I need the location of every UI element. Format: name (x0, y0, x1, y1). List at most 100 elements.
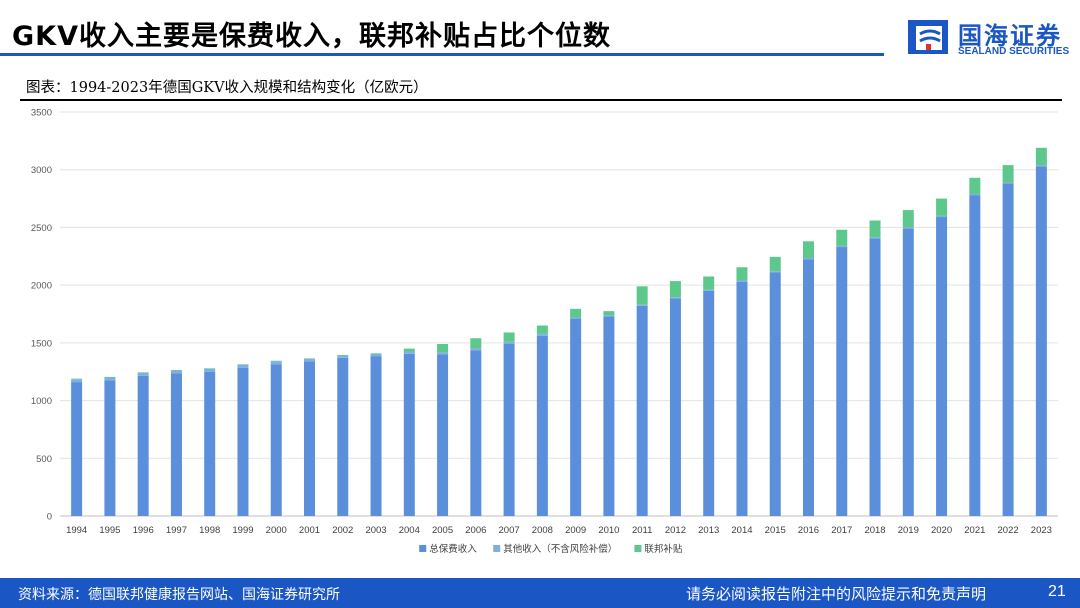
bar-segment-federal (803, 241, 814, 259)
x-tick-label: 1998 (199, 525, 220, 536)
bar-segment-premium (936, 217, 948, 516)
bar-segment-premium (204, 371, 216, 516)
x-tick-label: 2001 (299, 525, 320, 536)
bar-segment-federal (71, 378, 83, 380)
x-tick-label: 2010 (598, 525, 619, 536)
bar-segment-premium (137, 375, 149, 516)
bar-segment-premium (969, 195, 981, 516)
bar-segment-federal (869, 220, 881, 238)
bar-segment-other (669, 297, 681, 299)
bar-segment-other (836, 245, 848, 248)
x-tick-label: 2014 (731, 525, 752, 536)
bar-segment-federal (370, 353, 382, 354)
legend-swatch (493, 545, 501, 552)
bar-segment-federal (1002, 165, 1014, 183)
x-tick-label: 1995 (99, 525, 120, 536)
x-tick-label: 2017 (831, 525, 852, 536)
bar-segment-other (304, 359, 315, 362)
x-tick-label: 1997 (166, 525, 187, 536)
bar-segment-federal (902, 210, 914, 228)
legend-swatch (634, 545, 642, 552)
x-tick-label: 2015 (765, 525, 786, 536)
bar-segment-federal (1035, 147, 1047, 166)
page-title: GKV收入主要是保费收入，联邦补贴占比个位数 (12, 21, 611, 52)
bar-segment-other (969, 193, 981, 196)
bar-segment-other (370, 353, 382, 357)
x-tick-label: 2018 (864, 525, 885, 536)
x-tick-label: 2009 (565, 525, 586, 536)
bar-segment-premium (237, 367, 249, 516)
x-tick-label: 2013 (698, 525, 719, 536)
bar-segment-other (936, 215, 948, 218)
bar-segment-premium (1002, 183, 1014, 516)
x-tick-label: 2020 (931, 525, 952, 536)
bar-segment-other (703, 289, 715, 291)
bar-segment-federal (170, 369, 182, 371)
footer-disclaimer: 请务必阅读报告附注中的风险提示和免责声明 (686, 585, 987, 603)
bar-segment-federal (337, 354, 349, 356)
bar-segment-federal (736, 267, 748, 281)
bar-segment-other (270, 361, 282, 365)
bar-segment-federal (703, 276, 715, 290)
bar-segment-premium (869, 238, 881, 516)
x-tick-label: 2011 (632, 525, 652, 536)
bar-segment-premium (337, 357, 349, 516)
bar-segment-premium (836, 247, 848, 516)
bar-segment-other (503, 341, 515, 345)
bar-segment-federal (570, 308, 582, 318)
x-tick-label: 1996 (133, 525, 154, 536)
bar-segment-federal (270, 360, 282, 362)
bar-segment-other (403, 351, 415, 354)
x-tick-label: 2003 (365, 525, 386, 536)
bar-segment-other (470, 348, 482, 351)
bar-segment-federal (470, 338, 482, 349)
bar-segment-federal (969, 177, 981, 194)
bar-segment-premium (503, 344, 515, 516)
bar-segment-federal (204, 368, 216, 369)
x-tick-label: 2006 (465, 525, 486, 536)
brand-name: 国海证券 (958, 22, 1062, 50)
bar-segment-federal (304, 358, 315, 360)
bar-segment-federal (403, 348, 415, 352)
bar-segment-federal (237, 364, 249, 365)
bar-segment-premium (304, 361, 315, 516)
bar-segment-other (769, 271, 781, 273)
footer-bar (0, 578, 1080, 608)
figure-caption: 图表：1994-2023年德国GKV收入规模和结构变化（亿欧元） (26, 80, 428, 96)
bar-segment-other (603, 315, 615, 317)
bar-segment-premium (470, 350, 482, 516)
y-tick-label: 2000 (31, 281, 52, 292)
bar-segment-other (869, 237, 881, 239)
x-tick-label: 2021 (964, 525, 985, 536)
x-tick-label: 2012 (665, 525, 686, 536)
bar-segment-premium (536, 335, 548, 516)
bar-segment-premium (104, 380, 116, 516)
bar-segment-other (570, 317, 582, 319)
legend-label: 总保费收入 (429, 543, 477, 555)
bar-segment-premium (437, 354, 449, 516)
y-tick-label: 3500 (31, 108, 52, 119)
bar-segment-premium (570, 318, 582, 516)
bar-segment-federal (769, 256, 781, 272)
bar-segment-premium (403, 353, 415, 516)
bar-segment-other (736, 280, 748, 282)
y-tick-label: 1000 (31, 396, 52, 407)
bar-segment-premium (170, 373, 182, 516)
x-tick-label: 2016 (798, 525, 819, 536)
bar-segment-other (1035, 165, 1047, 167)
bar-segment-premium (636, 305, 648, 516)
legend-label: 联邦补贴 (644, 543, 683, 555)
y-tick-label: 3000 (31, 165, 52, 176)
bar-segment-other (902, 227, 914, 229)
bar-segment-other (536, 333, 548, 336)
bar-segment-federal (437, 344, 449, 353)
bar-segment-premium (669, 298, 681, 516)
x-tick-label: 2000 (266, 525, 287, 536)
bar-segment-federal (137, 372, 149, 373)
bar-segment-other (636, 304, 648, 306)
bar-segment-other (803, 258, 814, 260)
y-tick-label: 2500 (31, 223, 52, 234)
bar-segment-federal (603, 311, 615, 316)
x-tick-label: 2002 (332, 525, 353, 536)
caption-divider (20, 99, 1062, 101)
